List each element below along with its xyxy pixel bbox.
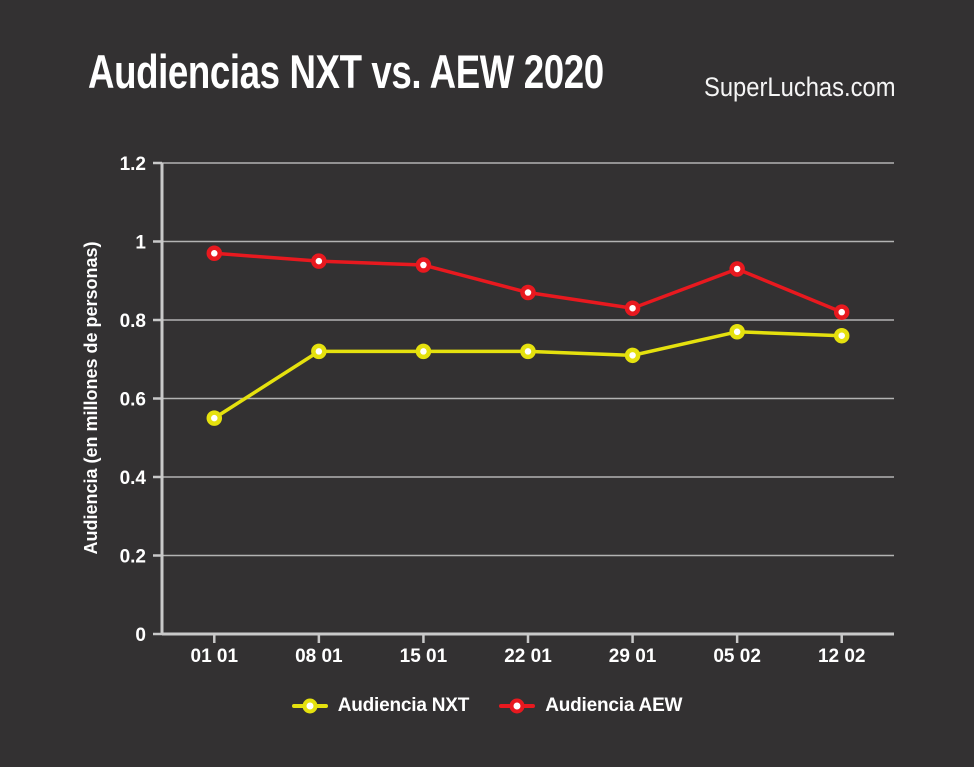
x-tick-label: 01 01 bbox=[191, 646, 239, 667]
chart-title-text: Audiencias NXT vs. AEW 2020 bbox=[88, 45, 604, 98]
watermark: SuperLuchas.com bbox=[704, 72, 922, 103]
data-point-audiencia-nxt-2 bbox=[415, 343, 432, 360]
data-point-audiencia-nxt-5 bbox=[729, 324, 745, 340]
series-audiencia-aew bbox=[206, 245, 850, 320]
data-point-audiencia-nxt-3 bbox=[520, 343, 536, 360]
series-line-audiencia-aew bbox=[212, 251, 844, 314]
y-tick-label: 1 bbox=[135, 233, 146, 254]
x-tick-label: 05 02 bbox=[713, 646, 761, 667]
y-tick-labels: 0 0.2 0.4 0.6 0.8 1 1.2 bbox=[120, 154, 162, 646]
y-tick-label: 0.6 bbox=[120, 390, 146, 411]
nxt-series-dot-icon bbox=[302, 698, 318, 714]
y-tick-label: 1.2 bbox=[120, 154, 146, 175]
x-tick-label: 08 01 bbox=[295, 646, 343, 667]
nxt-series-marker-icon bbox=[291, 698, 328, 714]
chart-title: Audiencias NXT vs. AEW 2020 bbox=[88, 46, 749, 98]
data-point-audiencia-aew-5 bbox=[729, 261, 745, 277]
x-tick-label: 15 01 bbox=[400, 646, 448, 667]
x-tick-label: 22 01 bbox=[504, 646, 552, 667]
data-point-audiencia-nxt-4 bbox=[624, 347, 641, 364]
data-point-audiencia-aew-3 bbox=[520, 284, 536, 301]
x-tick-label: 29 01 bbox=[609, 646, 657, 667]
legend: Audiencia NXT Audiencia AEW bbox=[0, 695, 974, 717]
data-point-audiencia-aew-6 bbox=[833, 304, 850, 320]
data-point-audiencia-nxt-0 bbox=[206, 410, 223, 426]
x-tick-label: 12 02 bbox=[818, 646, 866, 667]
data-point-audiencia-nxt-1 bbox=[311, 343, 327, 360]
data-point-audiencia-aew-4 bbox=[624, 300, 641, 316]
x-tick-labels: 01 01 08 01 15 01 22 01 29 01 05 02 12 02 bbox=[191, 634, 866, 667]
legend-item-aew: Audiencia AEW bbox=[499, 695, 682, 717]
y-tick-label: 0 bbox=[135, 625, 146, 646]
y-tick-label: 0.4 bbox=[120, 468, 147, 489]
data-point-audiencia-aew-0 bbox=[206, 245, 223, 262]
legend-item-nxt: Audiencia NXT bbox=[291, 695, 470, 717]
watermark-text: SuperLuchas.com bbox=[704, 72, 896, 102]
legend-label-nxt: Audiencia NXT bbox=[337, 695, 470, 716]
y-axis-title: Audiencia (en millones de personas) bbox=[81, 241, 101, 554]
y-tick-label: 0.2 bbox=[120, 547, 146, 568]
gridlines bbox=[162, 162, 894, 557]
aew-series-marker-icon bbox=[499, 698, 536, 714]
data-point-audiencia-aew-2 bbox=[415, 257, 432, 273]
aew-series-dot-icon bbox=[509, 698, 525, 714]
data-point-audiencia-aew-1 bbox=[311, 253, 327, 269]
series-audiencia-nxt bbox=[206, 324, 850, 426]
y-tick-label: 0.8 bbox=[120, 311, 146, 332]
data-point-audiencia-nxt-6 bbox=[833, 327, 850, 344]
legend-label-aew: Audiencia AEW bbox=[545, 695, 683, 716]
